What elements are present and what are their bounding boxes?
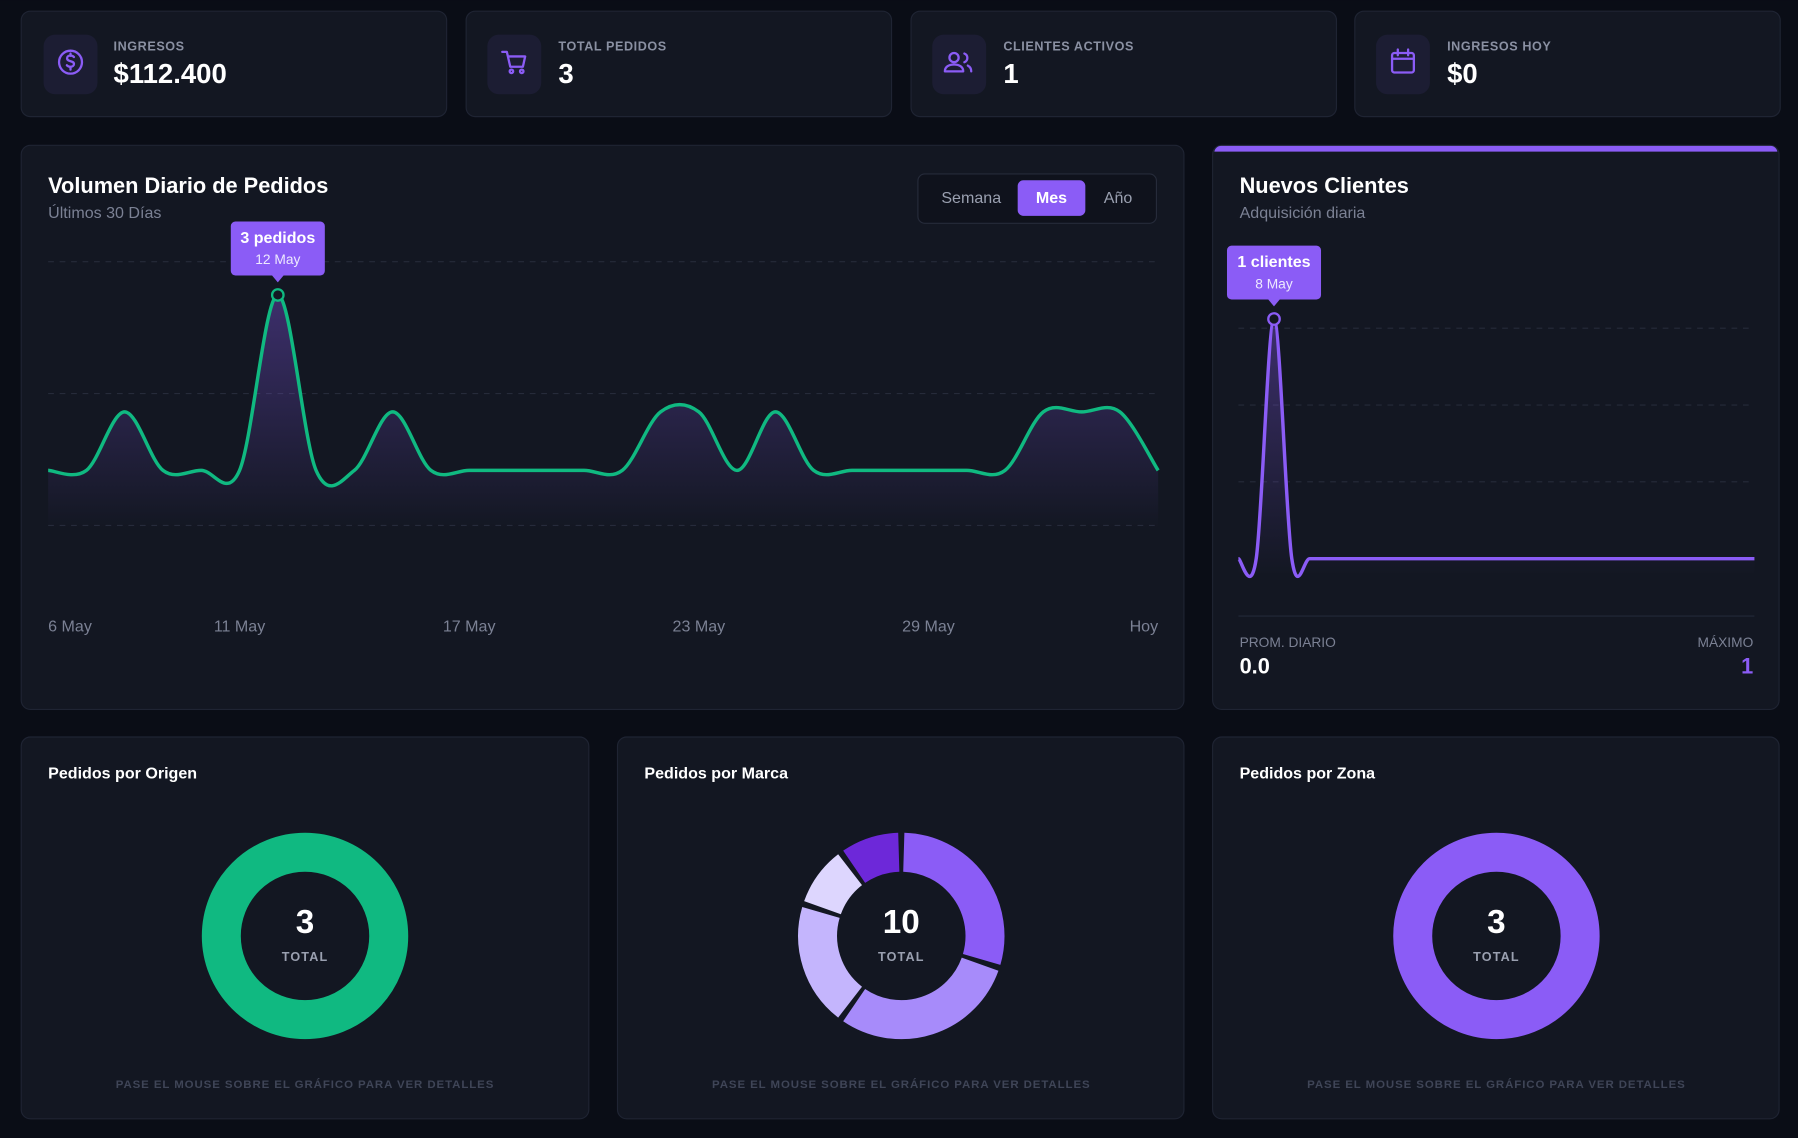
donut-title: Pedidos por Marca (644, 764, 789, 782)
donut-hint: PASE EL MOUSE SOBRE EL GRÁFICO PARA VER … (712, 1078, 1091, 1091)
kpi-card (20, 10, 448, 118)
orders-subtitle: Últimos 30 Días (48, 203, 161, 222)
x-tick-label: 11 May (214, 618, 265, 636)
x-tick-label: 17 May (443, 618, 496, 636)
peak-point (270, 288, 285, 302)
donut-total-label: TOTAL (282, 950, 329, 964)
peak-point (1267, 312, 1281, 326)
cart-icon (501, 50, 527, 75)
clients-grid (1238, 327, 1755, 617)
donut-total-label: TOTAL (878, 950, 925, 964)
donut-hint: PASE EL MOUSE SOBRE EL GRÁFICO PARA VER … (116, 1078, 495, 1091)
donut-total: 3 (296, 904, 315, 941)
x-tick-label: 23 May (673, 618, 726, 636)
x-tick-label: Hoy (1130, 618, 1159, 636)
max-label: MÁXIMO (1698, 634, 1754, 650)
donut-segment[interactable] (804, 854, 863, 915)
tooltip (1226, 245, 1322, 300)
period-button[interactable]: Semana (941, 189, 1001, 207)
donut-segment[interactable] (1393, 832, 1600, 1040)
donut-title: Pedidos por Zona (1240, 764, 1377, 782)
kpi-value: $112.400 (114, 58, 227, 89)
period-button[interactable]: Mes (1036, 189, 1067, 207)
donut-title: Pedidos por Origen (48, 764, 197, 782)
donut-total-label: TOTAL (1473, 950, 1520, 964)
kpi-cards (20, 10, 1781, 118)
clients-title: Nuevos Clientes (1240, 173, 1409, 198)
tooltip-arrow (1268, 299, 1280, 307)
tooltip-arrow (272, 275, 284, 283)
tooltip (230, 221, 325, 276)
kpi-value: 3 (558, 58, 573, 89)
donut-total: 10 (883, 904, 920, 941)
kpi-card (1354, 10, 1781, 118)
avg-label: PROM. DIARIO (1240, 635, 1337, 650)
kpi-label: INGRESOS HOY (1447, 40, 1551, 54)
calendar-icon (1390, 48, 1416, 74)
period-active[interactable] (1017, 180, 1086, 216)
orders-card (20, 144, 1185, 711)
kpi-value: $0 (1447, 58, 1478, 89)
users-icon (943, 51, 973, 73)
kpi-card (465, 10, 893, 118)
clients-subtitle: Adquisición diaria (1240, 204, 1366, 222)
kpi-value: 1 (1003, 58, 1018, 89)
max-value: 1 (1741, 653, 1753, 678)
kpi-label: INGRESOS (114, 40, 185, 54)
avg-value: 0.0 (1240, 653, 1270, 678)
donut-segment[interactable] (902, 832, 1005, 965)
tooltip-date: 8 May (1255, 276, 1293, 291)
kpi-label: CLIENTES ACTIVOS (1003, 40, 1134, 54)
donut-card (20, 736, 590, 1120)
x-tick-label: 29 May (902, 618, 955, 636)
kpi-icon-box (487, 34, 542, 95)
donut-total: 3 (1487, 904, 1506, 941)
line (1236, 317, 1755, 579)
tooltip-title: 1 clientes (1237, 253, 1310, 271)
kpi-label: TOTAL PEDIDOS (558, 40, 666, 54)
donut-segment[interactable] (843, 832, 901, 884)
donut-segment[interactable] (798, 907, 863, 1018)
donut-card (1212, 736, 1780, 1120)
donut-card (616, 736, 1185, 1120)
tooltip-title: 3 pedidos (240, 229, 315, 247)
x-tick-label: 6 May (48, 618, 92, 636)
clients-card (1212, 144, 1780, 711)
kpi-icon-box (1376, 34, 1430, 95)
donut-segment[interactable] (843, 956, 999, 1040)
donut-segment[interactable] (201, 832, 409, 1040)
orders-title: Volumen Diario de Pedidos (48, 173, 328, 198)
clients-card-accent (1214, 145, 1778, 152)
kpi-icon-box (43, 34, 98, 95)
tooltip-date: 12 May (255, 252, 300, 267)
kpi-card (910, 10, 1338, 118)
line (47, 293, 1160, 488)
donut-hint: PASE EL MOUSE SOBRE EL GRÁFICO PARA VER … (1307, 1078, 1686, 1091)
dollar-icon (57, 49, 84, 75)
period-button[interactable]: Año (1104, 189, 1133, 207)
